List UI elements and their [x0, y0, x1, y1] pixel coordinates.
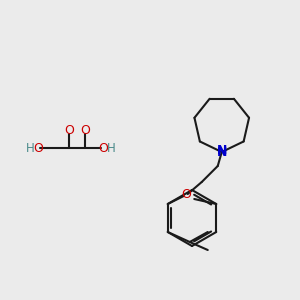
- Text: O: O: [80, 124, 90, 137]
- Text: N: N: [217, 145, 227, 158]
- Text: H: H: [106, 142, 116, 154]
- Text: O: O: [33, 142, 43, 154]
- Text: O: O: [181, 188, 191, 202]
- Text: H: H: [26, 142, 34, 154]
- Text: O: O: [98, 142, 108, 154]
- Text: N: N: [217, 146, 227, 158]
- Text: O: O: [64, 124, 74, 137]
